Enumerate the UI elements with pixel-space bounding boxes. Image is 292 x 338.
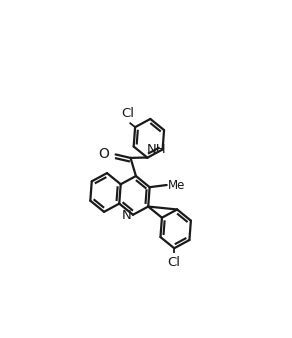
Text: N: N — [122, 209, 131, 222]
Text: O: O — [98, 147, 109, 161]
Text: Cl: Cl — [122, 107, 135, 120]
Text: Me: Me — [168, 178, 185, 192]
Text: NH: NH — [147, 143, 167, 156]
Text: Cl: Cl — [168, 256, 181, 269]
